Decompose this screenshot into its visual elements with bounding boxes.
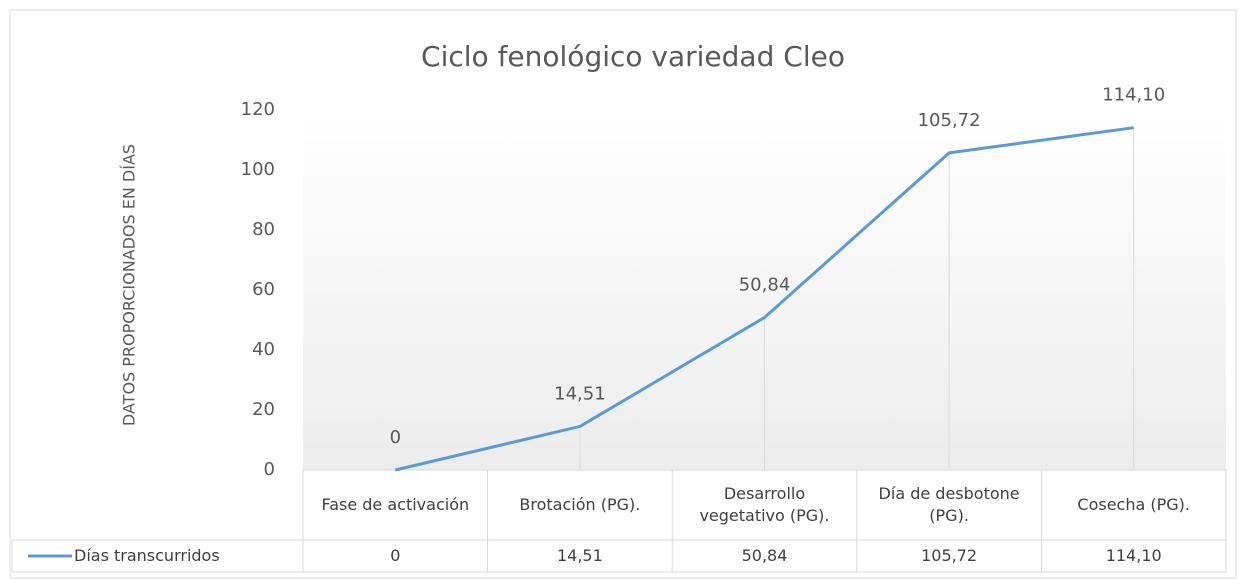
- x-tick-label: Cosecha (PG).: [1077, 495, 1190, 514]
- data-label: 0: [390, 427, 401, 448]
- data-label: 114,10: [1102, 85, 1165, 106]
- table-value: 105,72: [921, 546, 978, 565]
- data-label: 14,51: [554, 383, 606, 404]
- y-tick-label: 80: [252, 219, 275, 240]
- y-axis-title: DATOS PROPORCIONADOS EN DÍAS: [120, 144, 139, 426]
- table-value: 50,84: [741, 546, 788, 565]
- table-value: 0: [390, 546, 401, 565]
- y-tick-label: 60: [252, 279, 275, 300]
- data-label: 105,72: [918, 110, 981, 131]
- chart-title: Ciclo fenológico variedad Cleo: [421, 40, 845, 73]
- x-tick-label: Fase de activación: [321, 495, 470, 514]
- x-tick-label: Día de desbotone (PG).: [878, 484, 1020, 525]
- y-tick-label: 100: [241, 159, 275, 180]
- y-tick-label: 20: [252, 399, 275, 420]
- data-label: 50,84: [739, 274, 791, 295]
- y-tick-label: 0: [264, 459, 275, 480]
- x-tick-label: Desarrollo vegetativo (PG).: [699, 484, 830, 525]
- table-value: 14,51: [556, 546, 603, 565]
- y-tick-label: 120: [241, 99, 275, 120]
- series-line: [394, 126, 1134, 472]
- legend-label: Días transcurridos: [74, 546, 220, 565]
- x-tick-label: Brotación (PG).: [519, 495, 641, 514]
- y-tick-label: 40: [252, 339, 275, 360]
- table-value: 114,10: [1105, 546, 1162, 565]
